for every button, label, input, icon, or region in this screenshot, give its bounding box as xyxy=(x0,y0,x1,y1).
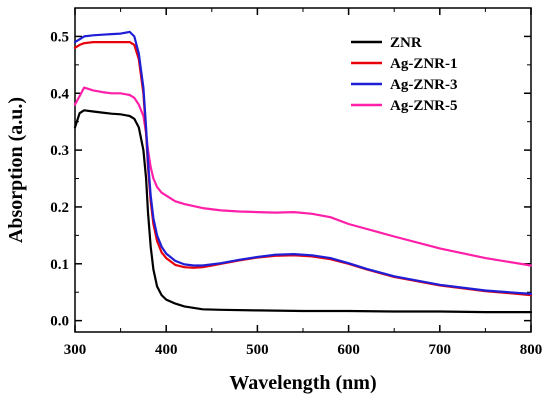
legend-label-ag-znr-3: Ag-ZNR-3 xyxy=(390,77,458,93)
y-tick-label: 0.3 xyxy=(50,143,69,159)
series-line-ag-znr-3 xyxy=(73,30,533,295)
y-tick-label: 0.5 xyxy=(50,29,69,45)
y-tick-label: 0.0 xyxy=(50,314,69,330)
series-line-znr xyxy=(73,109,533,314)
x-tick-label: 600 xyxy=(337,342,360,358)
y-axis-ticks: 0.0 0.1 0.2 0.3 0.4 0.5 xyxy=(50,29,531,330)
x-tick-label: 500 xyxy=(246,342,269,358)
plot-frame xyxy=(74,7,532,333)
legend-label-znr: ZNR xyxy=(390,35,422,51)
legend: ZNR Ag-ZNR-1 Ag-ZNR-3 Ag-ZNR-5 xyxy=(351,35,458,114)
x-tick-label: 700 xyxy=(429,342,452,358)
y-tick-label: 0.2 xyxy=(50,200,69,216)
series-line-ag-znr-5 xyxy=(73,86,533,267)
x-tick-label: 800 xyxy=(520,342,543,358)
x-axis-ticks: 300 400 500 600 700 800 xyxy=(64,8,543,358)
x-axis-title: Wavelength (nm) xyxy=(229,372,376,394)
x-tick-label: 400 xyxy=(155,342,178,358)
series-lines xyxy=(73,30,533,314)
legend-label-ag-znr-1: Ag-ZNR-1 xyxy=(390,56,458,72)
x-tick-label: 300 xyxy=(64,342,87,358)
y-tick-label: 0.1 xyxy=(50,257,69,273)
y-tick-label: 0.4 xyxy=(50,86,69,102)
legend-label-ag-znr-5: Ag-ZNR-5 xyxy=(390,98,458,114)
y-axis-title: Absorption (a.u.) xyxy=(5,97,27,243)
